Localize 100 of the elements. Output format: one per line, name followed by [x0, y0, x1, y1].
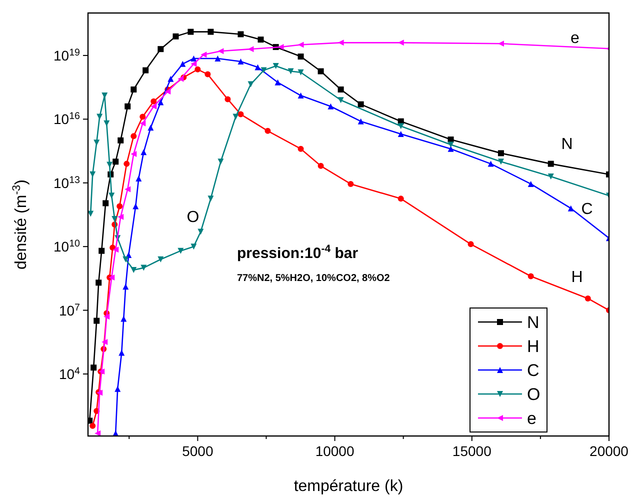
point — [468, 241, 474, 248]
point — [288, 68, 294, 74]
point — [122, 256, 129, 262]
point — [584, 295, 591, 302]
point — [358, 118, 364, 124]
point — [208, 28, 214, 35]
point — [132, 203, 139, 210]
point — [358, 101, 364, 108]
point — [104, 120, 110, 126]
point — [398, 196, 404, 202]
point — [548, 173, 554, 180]
point — [140, 149, 147, 156]
annotation: C — [581, 201, 593, 218]
point — [298, 92, 304, 99]
legend-label: N — [527, 313, 540, 332]
point — [224, 96, 231, 102]
y-tick-label: 10$^{13}$ — [54, 174, 81, 191]
point — [180, 60, 186, 67]
legend-label: e — [527, 409, 536, 428]
point — [178, 248, 184, 254]
point — [214, 56, 221, 62]
point — [338, 97, 344, 104]
y-tick-label: 10$^{4}$ — [58, 365, 81, 382]
point — [204, 71, 211, 78]
point — [264, 128, 271, 134]
annotation: 77%N2, 5%H2O, 10%CO2, 8%O2 — [237, 273, 390, 284]
point — [190, 60, 197, 67]
y-tick-label: 10$^{10}$ — [54, 238, 81, 255]
point — [200, 52, 207, 58]
x-tick-label: 20000 — [590, 443, 629, 459]
point — [94, 140, 100, 146]
point — [118, 137, 124, 144]
point — [328, 103, 334, 110]
point — [190, 244, 197, 250]
annotation: e — [570, 30, 580, 47]
point — [122, 284, 129, 290]
point — [178, 76, 184, 82]
point — [112, 246, 119, 253]
y-tick-label: 10$^{7}$ — [58, 302, 80, 318]
point — [104, 314, 110, 320]
point — [94, 430, 101, 436]
legend-label: O — [527, 385, 540, 404]
point — [298, 146, 304, 152]
point — [168, 76, 174, 82]
annotation: H — [571, 269, 583, 286]
point — [248, 81, 254, 88]
point — [208, 196, 214, 202]
annotation: O — [186, 209, 200, 226]
point — [118, 350, 125, 356]
point — [568, 205, 574, 212]
point — [238, 111, 244, 118]
point — [198, 228, 204, 235]
point — [232, 114, 239, 120]
point — [130, 150, 137, 157]
point — [488, 160, 494, 167]
annotation: N — [561, 136, 573, 153]
point — [238, 58, 244, 64]
point — [528, 273, 534, 280]
point — [298, 42, 304, 48]
point — [338, 86, 344, 92]
point — [148, 124, 154, 131]
point — [448, 142, 454, 148]
point — [528, 180, 534, 187]
point — [260, 67, 267, 74]
point — [102, 339, 108, 346]
point — [348, 180, 354, 187]
point — [112, 158, 119, 165]
point — [90, 364, 97, 371]
point — [124, 160, 130, 167]
point — [338, 40, 344, 46]
point — [116, 203, 123, 210]
point — [94, 318, 100, 324]
point — [298, 69, 304, 76]
point — [498, 158, 504, 165]
point — [96, 280, 102, 286]
point — [106, 162, 113, 168]
point — [140, 120, 146, 126]
point — [218, 48, 224, 54]
point — [172, 33, 179, 40]
point — [248, 46, 254, 52]
point — [188, 28, 194, 35]
point — [498, 150, 504, 156]
point — [190, 56, 197, 62]
point — [194, 66, 201, 72]
point — [98, 248, 105, 254]
point — [150, 98, 157, 104]
point — [158, 46, 164, 52]
point — [130, 266, 137, 273]
point — [96, 114, 103, 120]
point — [102, 200, 109, 206]
point — [124, 103, 131, 110]
point — [258, 36, 264, 43]
point — [108, 192, 115, 199]
legend-label: H — [527, 337, 540, 356]
point — [298, 54, 304, 60]
point — [118, 214, 124, 220]
point — [130, 86, 137, 92]
point — [398, 131, 404, 138]
x-axis-title: température (k) — [294, 478, 404, 495]
point — [120, 316, 127, 322]
